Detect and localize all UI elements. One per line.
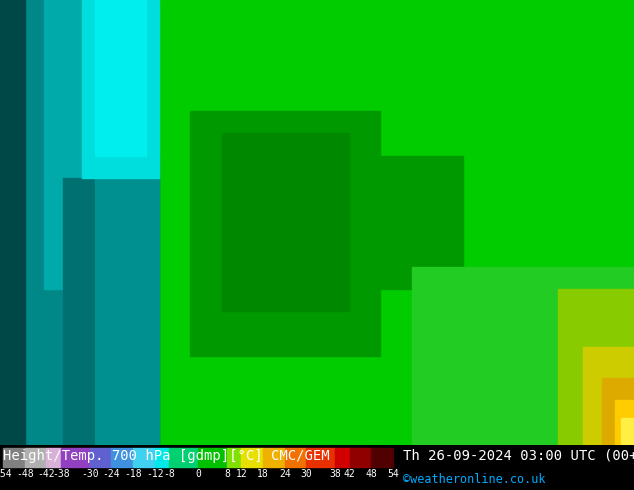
Bar: [190, 111, 380, 356]
Bar: [222, 133, 349, 312]
Bar: [0, 0, 25, 445]
Bar: [61, 448, 90, 466]
Bar: [242, 448, 263, 466]
Bar: [169, 448, 198, 466]
Text: -12: -12: [146, 468, 164, 479]
Bar: [615, 400, 634, 445]
Text: 48: 48: [366, 468, 377, 479]
Text: 0: 0: [195, 468, 201, 479]
Text: 30: 30: [301, 468, 313, 479]
Bar: [412, 267, 634, 445]
Text: -42: -42: [37, 468, 55, 479]
Text: 24: 24: [279, 468, 290, 479]
Bar: [372, 448, 393, 466]
Bar: [95, 156, 158, 445]
Text: 12: 12: [236, 468, 247, 479]
Bar: [90, 448, 112, 466]
Bar: [139, 0, 634, 445]
Bar: [602, 378, 634, 445]
Bar: [285, 448, 306, 466]
Text: -48: -48: [16, 468, 34, 479]
Bar: [583, 347, 634, 445]
Text: -18: -18: [124, 468, 142, 479]
Bar: [349, 156, 463, 289]
Bar: [621, 418, 634, 445]
Text: ©weatheronline.co.uk: ©weatheronline.co.uk: [403, 473, 545, 486]
Bar: [46, 448, 61, 466]
Text: -30: -30: [81, 468, 99, 479]
Text: -24: -24: [103, 468, 120, 479]
Text: 8: 8: [224, 468, 230, 479]
Bar: [95, 0, 146, 156]
Bar: [44, 0, 108, 289]
Text: Height/Temp. 700 hPa [gdmp][°C] CMC/GEM: Height/Temp. 700 hPa [gdmp][°C] CMC/GEM: [3, 448, 330, 463]
Text: -54: -54: [0, 468, 12, 479]
Text: Th 26-09-2024 03:00 UTC (00+03): Th 26-09-2024 03:00 UTC (00+03): [403, 448, 634, 463]
Bar: [155, 448, 169, 466]
Text: 18: 18: [257, 468, 269, 479]
Bar: [112, 448, 133, 466]
Bar: [25, 448, 46, 466]
Bar: [82, 0, 158, 178]
Bar: [25, 0, 89, 445]
Bar: [263, 448, 285, 466]
Bar: [133, 448, 155, 466]
Text: 42: 42: [344, 468, 356, 479]
Text: 54: 54: [387, 468, 399, 479]
Bar: [63, 178, 158, 445]
Bar: [306, 448, 335, 466]
Bar: [3, 448, 25, 466]
Bar: [558, 289, 634, 445]
Bar: [335, 448, 350, 466]
Bar: [198, 448, 227, 466]
Text: 38: 38: [330, 468, 341, 479]
Bar: [0, 0, 44, 445]
Bar: [227, 448, 242, 466]
Bar: [350, 448, 372, 466]
Text: -38: -38: [52, 468, 70, 479]
Text: -8: -8: [164, 468, 175, 479]
